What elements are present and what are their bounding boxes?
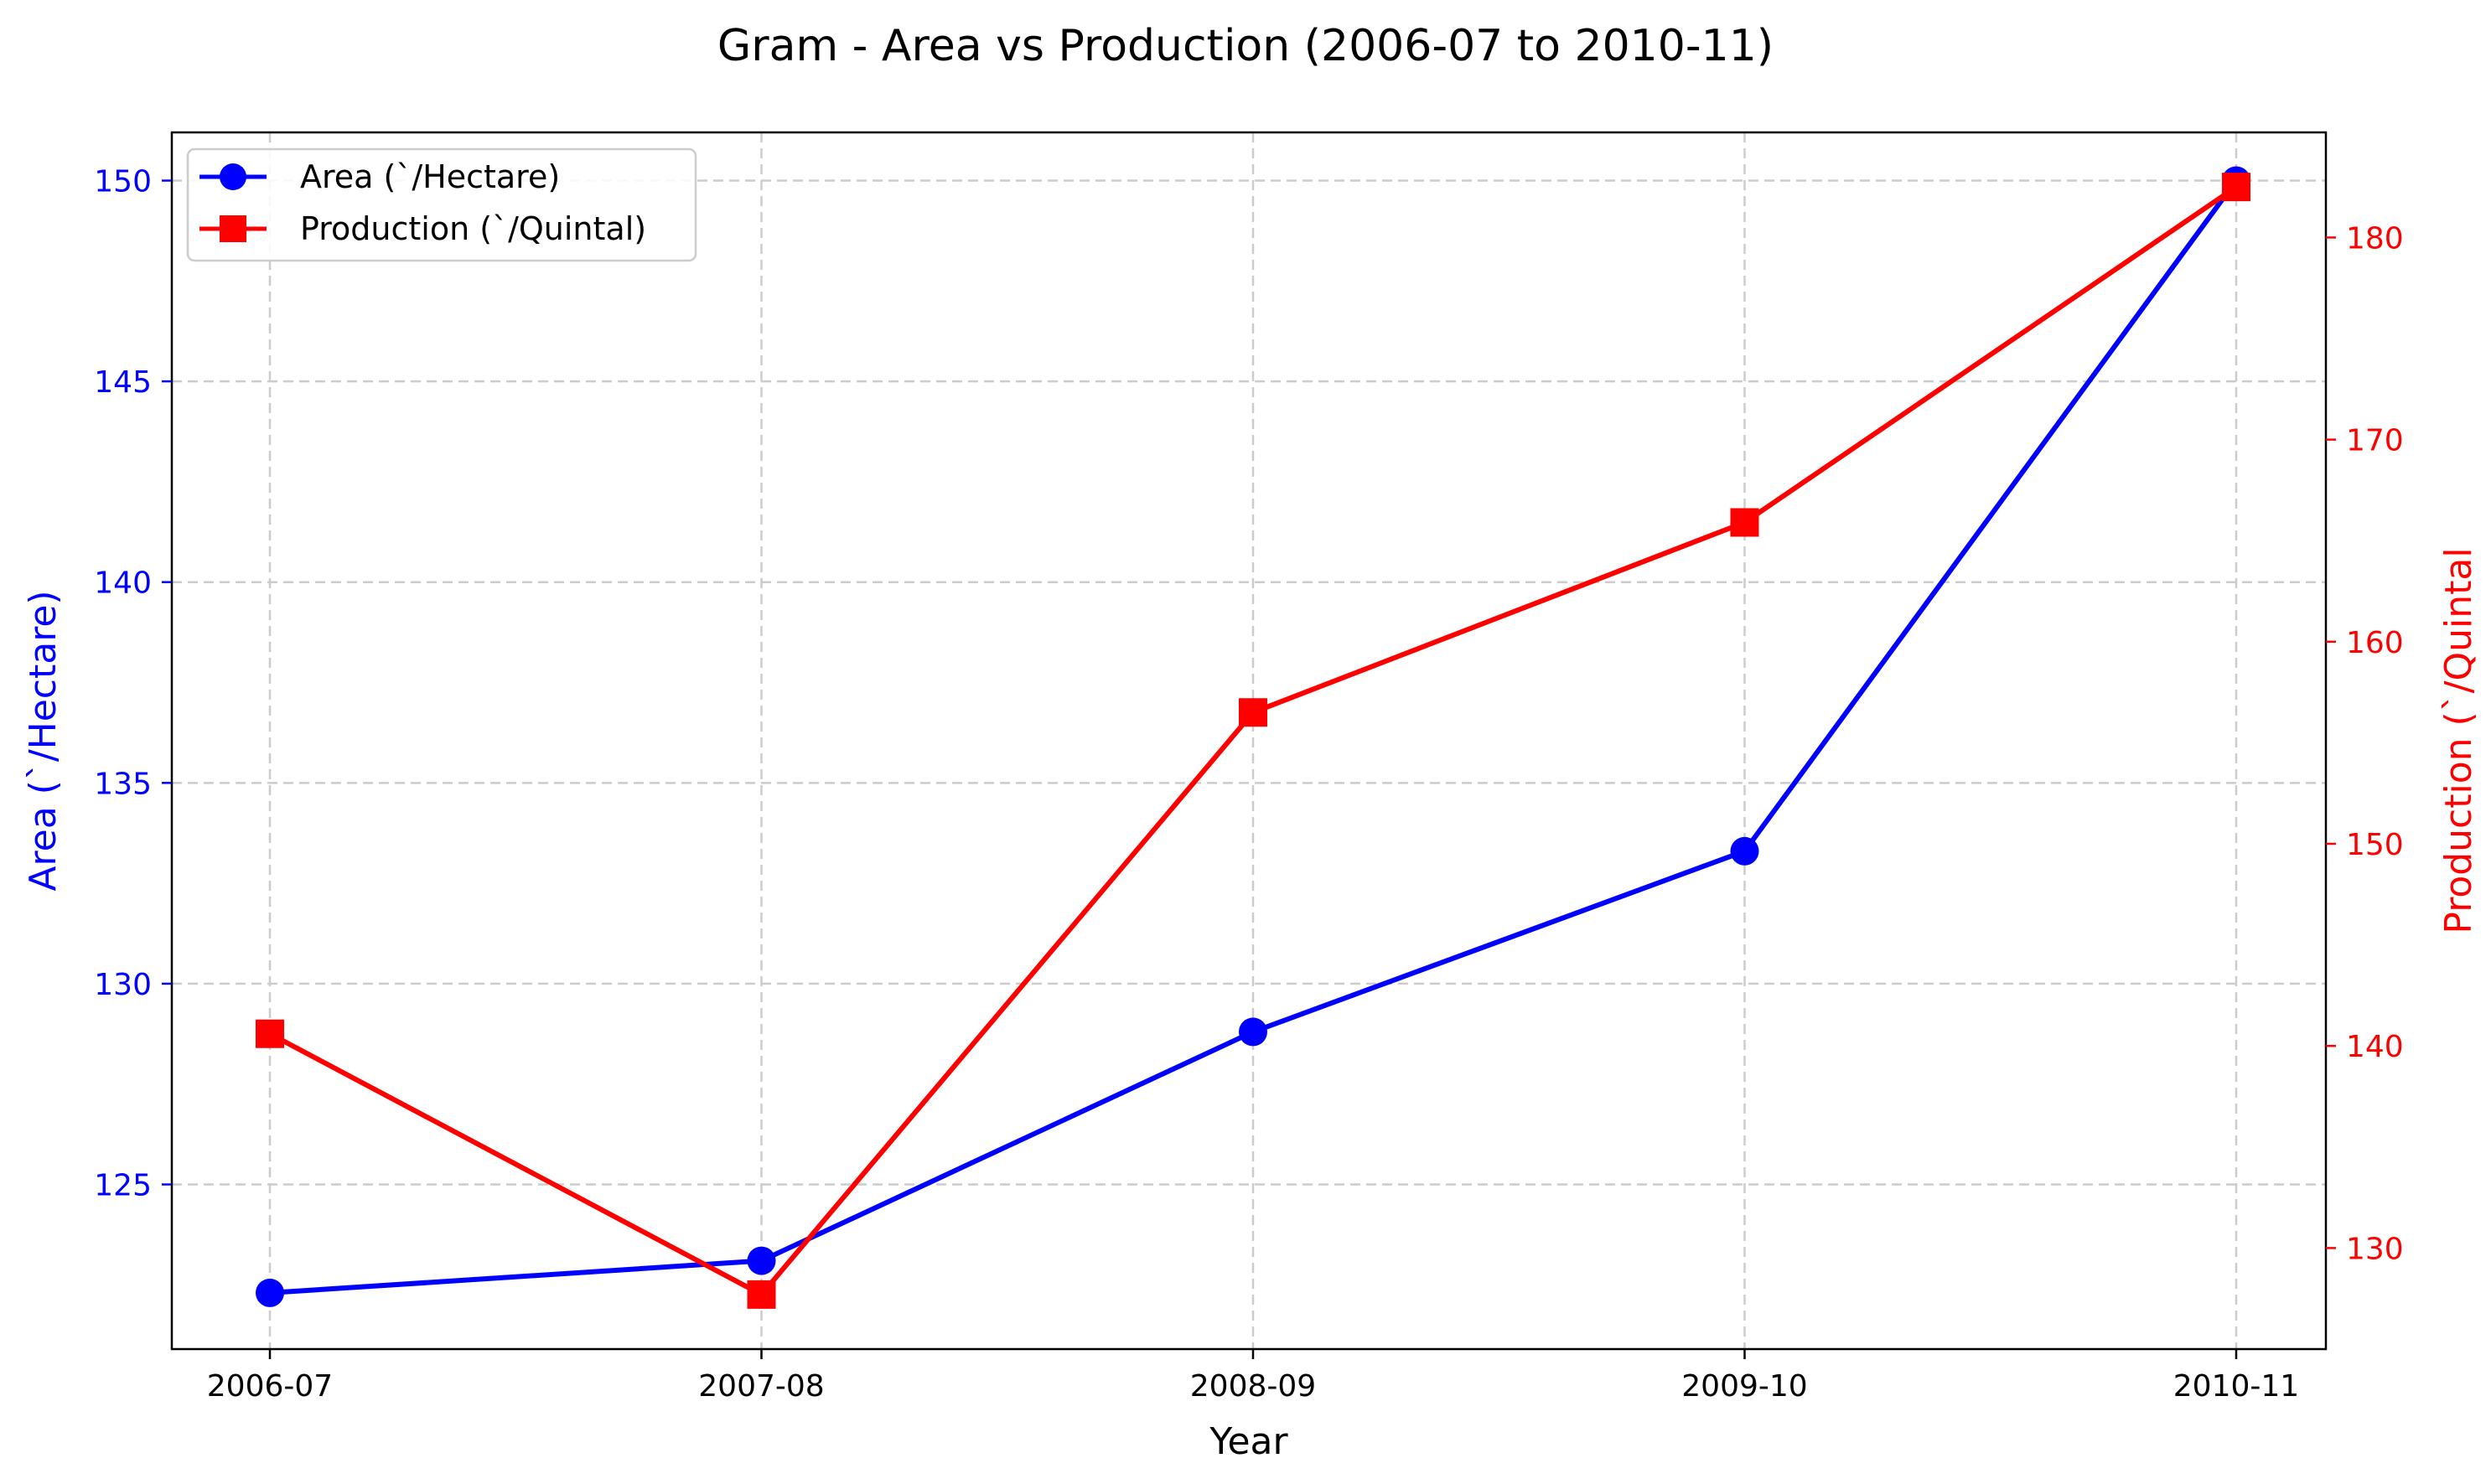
production-point [256, 1019, 284, 1048]
y-axis-left-title: Area (`/Hectare) [22, 590, 65, 891]
x-tick-label: 2007-08 [698, 1369, 824, 1404]
series-layer [256, 166, 2250, 1309]
y-right-tick-label: 160 [2346, 626, 2404, 660]
y-left-tick-label: 135 [94, 767, 152, 801]
y-right-tick-label: 140 [2346, 1030, 2404, 1064]
grid [172, 132, 2326, 1349]
x-tick-label: 2010-11 [2173, 1369, 2299, 1404]
legend-production-marker [220, 215, 246, 242]
y-right-tick-label: 150 [2346, 828, 2404, 862]
y-left-tick-label: 130 [94, 968, 152, 1002]
chart-title: Gram - Area vs Production (2006-07 to 20… [717, 21, 1774, 71]
x-tick-label: 2006-07 [207, 1369, 333, 1404]
plot-frame [170, 131, 2328, 1351]
legend: Area (`/Hectare) Production (`/Quintal) [186, 147, 697, 262]
y-left-tick-label: 125 [94, 1169, 152, 1203]
legend-area-label: Area (`/Hectare) [300, 158, 560, 195]
production-point [1730, 508, 1759, 537]
legend-area-marker [220, 163, 246, 190]
production-point [1239, 698, 1267, 727]
y-left-tick-label: 145 [94, 365, 152, 400]
x-axis-title: Year [1209, 1420, 1288, 1463]
area-point [747, 1246, 776, 1275]
y-axis-right-title: Production (`/Quintal [2437, 547, 2480, 933]
y-right-tick-label: 130 [2346, 1232, 2404, 1266]
axes: 2006-07 2007-08 2008-09 2009-10 2010-11 125 13… [94, 165, 2403, 1404]
legend-box [186, 147, 697, 262]
y-right-tick-label: 180 [2346, 221, 2404, 256]
production-point [2222, 173, 2250, 202]
y-left-tick-label: 150 [94, 165, 152, 199]
x-tick-label: 2009-10 [1681, 1369, 1807, 1404]
legend-production-label: Production (`/Quintal) [300, 210, 646, 247]
area-point [1239, 1017, 1267, 1047]
production-point [747, 1280, 776, 1309]
y-left-tick-label: 140 [94, 566, 152, 601]
area-point [256, 1278, 284, 1307]
x-tick-label: 2008-09 [1190, 1369, 1316, 1404]
y-right-tick-label: 170 [2346, 424, 2404, 458]
area-point [1730, 836, 1759, 866]
